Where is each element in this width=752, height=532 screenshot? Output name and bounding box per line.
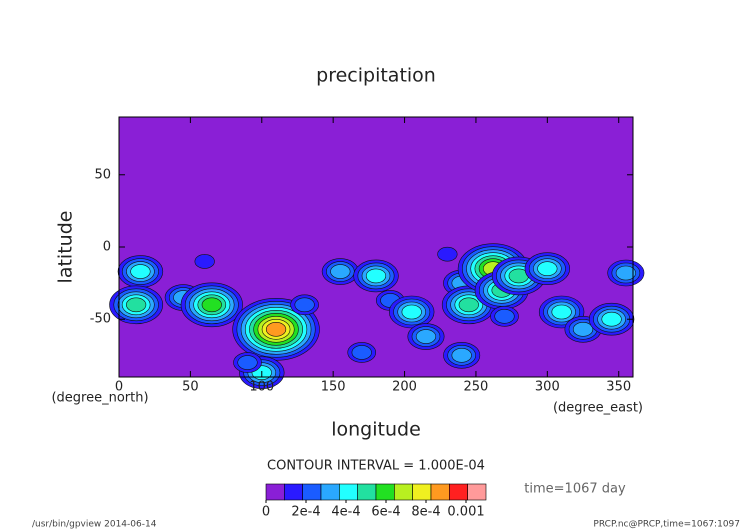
- colorbar-box: [375, 483, 395, 501]
- colorbar-label: 0: [262, 505, 270, 520]
- contour-blob: [351, 345, 372, 360]
- colorbar-box: [449, 483, 468, 501]
- contour-blob: [458, 297, 479, 313]
- contour-blob: [130, 264, 151, 279]
- y-tick-label: 50: [94, 167, 111, 182]
- x-tick-label: 300: [535, 380, 560, 395]
- colorbar-box: [284, 483, 303, 501]
- contour-blob: [572, 322, 594, 337]
- contour-blob: [601, 311, 622, 327]
- colorbar-box: [339, 483, 358, 501]
- contour-blob: [437, 246, 458, 262]
- colorbar-box: [265, 483, 285, 501]
- colorbar-label: 0.001: [447, 505, 484, 520]
- colorbar-label: 6e-4: [371, 505, 400, 520]
- colorbar-box: [394, 483, 413, 501]
- contour-blob: [365, 268, 387, 284]
- x-tick-label: 100: [249, 380, 274, 395]
- footer-left: /usr/bin/gpview 2014-06-14: [32, 520, 157, 530]
- x-tick-label: 150: [321, 380, 346, 395]
- contour-blob: [201, 297, 222, 313]
- colorbar-box: [467, 483, 487, 501]
- colorbar-box: [357, 483, 377, 501]
- x-tick-label: 0: [115, 380, 123, 395]
- contour-blob: [537, 261, 558, 276]
- contour-blob: [330, 264, 351, 279]
- colorbar-box: [412, 483, 432, 501]
- contour-blob: [194, 254, 215, 269]
- contour-blob: [615, 265, 636, 281]
- contour-blob: [401, 304, 422, 320]
- colorbar-label: 8e-4: [411, 505, 440, 520]
- x-tick-label: 50: [182, 380, 199, 395]
- contour-blob: [551, 304, 572, 320]
- colorbar-box: [302, 483, 322, 501]
- contour-blob: [237, 355, 258, 370]
- y-tick-label: 0: [103, 240, 111, 255]
- contour-blob: [494, 309, 515, 324]
- plot-background: [119, 117, 633, 377]
- x-unit: (degree_east): [553, 401, 643, 416]
- contour-blob: [294, 297, 315, 313]
- colorbar-label: 4e-4: [331, 505, 360, 520]
- x-axis-label: longitude: [331, 419, 421, 441]
- contour-blob: [265, 322, 287, 337]
- time-label: time=1067 day: [524, 482, 626, 497]
- contour-blob: [415, 329, 437, 344]
- chart-title: precipitation: [316, 65, 436, 87]
- contour-blob: [451, 348, 472, 363]
- footer-right: PRCP.nc@PRCP,time=1067:1097: [593, 520, 740, 530]
- y-unit: (degree_north): [51, 391, 148, 406]
- x-tick-label: 350: [606, 380, 631, 395]
- colorbar-box: [430, 483, 450, 501]
- y-axis-label: latitude: [55, 211, 77, 284]
- x-tick-label: 200: [392, 380, 417, 395]
- contour-blob: [126, 297, 147, 313]
- contour-interval: CONTOUR INTERVAL = 1.000E-04: [267, 459, 485, 474]
- x-tick-label: 250: [464, 380, 489, 395]
- colorbar-label: 2e-4: [291, 505, 320, 520]
- y-tick-label: -50: [90, 312, 111, 327]
- colorbar-box: [320, 483, 340, 501]
